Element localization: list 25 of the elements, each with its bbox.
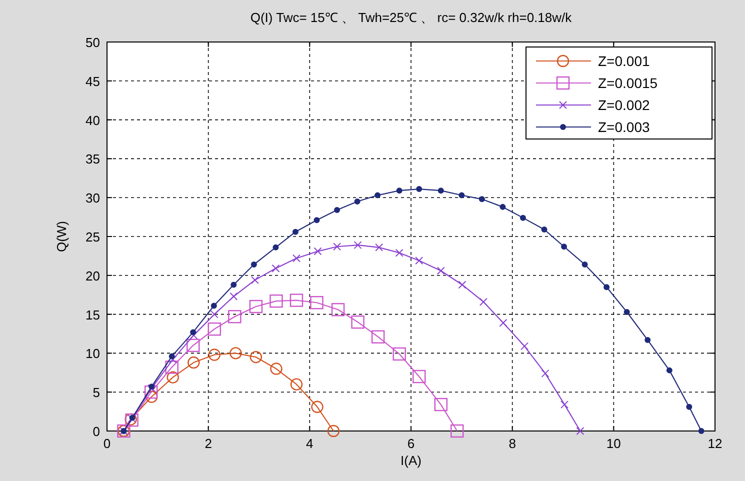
y-tick-label: 20 xyxy=(86,268,100,284)
x-tick-label: 6 xyxy=(407,436,415,451)
y-tick-label: 30 xyxy=(86,190,100,206)
x-tick-label: 8 xyxy=(508,436,516,451)
y-tick-label: 0 xyxy=(92,424,100,439)
legend-label: Z=0.002 xyxy=(598,97,650,113)
legend-label: Z=0.001 xyxy=(598,53,650,69)
y-tick-label: 10 xyxy=(86,346,100,362)
y-tick-label: 15 xyxy=(86,307,100,322)
y-tick-label: 45 xyxy=(86,74,100,89)
x-axis-title: I(A) xyxy=(400,453,422,468)
x-tick-label: 0 xyxy=(103,436,111,451)
legend-label: Z=0.0015 xyxy=(598,75,658,91)
x-tick-label: 4 xyxy=(306,436,314,451)
legend-label: Z=0.003 xyxy=(598,119,650,135)
x-tick-label: 12 xyxy=(708,436,722,451)
y-tick-label: 40 xyxy=(86,112,100,128)
chart-title: Q(I) Twc= 15℃ 、 Twh=25℃ 、 rc= 0.32w/k rh=0.18w/k xyxy=(250,10,572,25)
y-tick-label: 50 xyxy=(86,35,100,50)
y-tick-label: 25 xyxy=(86,230,100,244)
y-tick-label: 5 xyxy=(92,385,100,400)
y-axis-title: Q(W) xyxy=(54,220,69,252)
y-tick-label: 35 xyxy=(86,152,100,167)
x-tick-label: 2 xyxy=(204,436,212,451)
x-tick-label: 10 xyxy=(606,436,621,451)
